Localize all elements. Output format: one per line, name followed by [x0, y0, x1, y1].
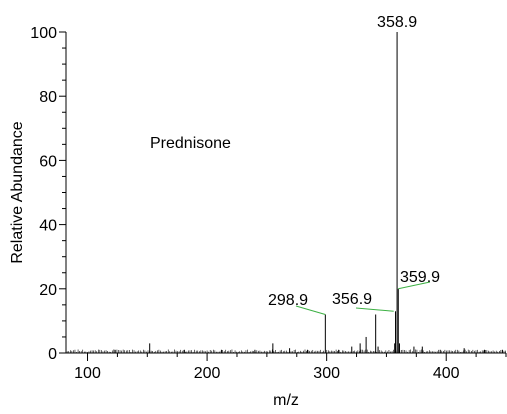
plot-area: 0 20 40 60 80 100 100 200 300 400 358.9 359.9 356.9 2…: [30, 14, 507, 382]
x-tick-label: 100: [74, 365, 101, 382]
x-tick-label: 300: [313, 365, 340, 382]
peak-leader-line: [355, 307, 394, 312]
peak-label: 356.9: [332, 291, 372, 308]
y-tick-label: 80: [39, 89, 57, 106]
y-tick-label: 40: [39, 218, 57, 235]
y-tick-label: 20: [39, 282, 57, 299]
peak-label: 298.9: [268, 292, 308, 309]
y-tick-label: 0: [48, 346, 57, 363]
peak-leader-line: [295, 305, 326, 315]
peak-label: 358.9: [377, 14, 417, 31]
peak-leader-line: [398, 281, 431, 290]
y-tick-label: 100: [30, 25, 57, 42]
x-tick-label: 200: [194, 365, 221, 382]
y-tick-label: 60: [39, 153, 57, 170]
compound-annotation: Prednisone: [150, 135, 231, 152]
y-axis-label: Relative Abundance: [9, 121, 26, 263]
x-tick-label: 400: [433, 365, 460, 382]
peak-label: 359.9: [400, 269, 440, 286]
x-axis-label: m/z: [273, 392, 299, 409]
